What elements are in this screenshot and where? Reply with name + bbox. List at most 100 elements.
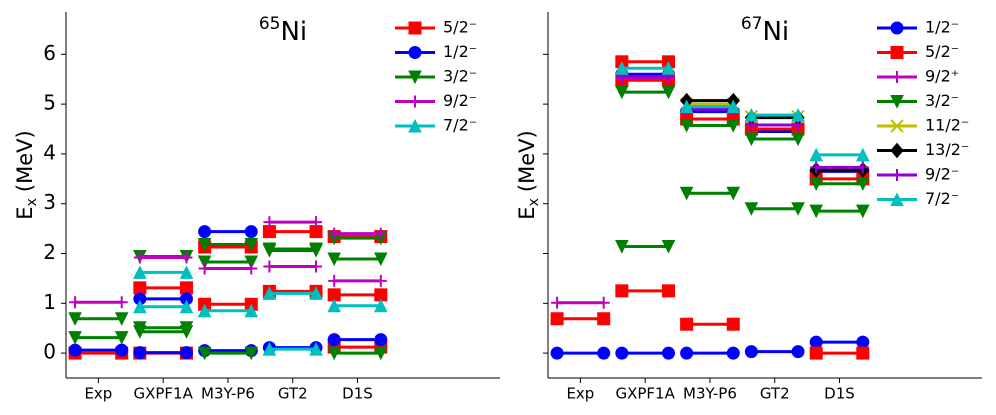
- marker: [68, 331, 82, 345]
- marker: [374, 274, 387, 287]
- level: [198, 262, 258, 275]
- marker: [856, 335, 870, 349]
- marker: [661, 61, 676, 75]
- marker: [310, 260, 323, 273]
- legend-label: 3/2⁻: [443, 67, 477, 86]
- marker: [133, 251, 146, 264]
- marker: [791, 107, 805, 122]
- marker: [198, 262, 211, 275]
- marker: [856, 346, 870, 360]
- marker: [680, 317, 694, 331]
- legend-label: 9/2⁻: [925, 165, 959, 184]
- level: [744, 132, 805, 147]
- marker: [245, 262, 258, 275]
- marker: [726, 119, 741, 133]
- marker: [179, 281, 193, 295]
- marker: [68, 312, 82, 326]
- level: [198, 225, 258, 239]
- y-label-unit: (MeV): [13, 130, 37, 192]
- marker: [408, 46, 422, 59]
- marker: [114, 312, 129, 326]
- marker: [615, 85, 629, 100]
- level: [262, 225, 323, 239]
- marker: [197, 303, 212, 318]
- marker: [791, 345, 805, 359]
- title-element: Ni: [762, 17, 789, 47]
- marker: [891, 169, 903, 181]
- legend-label: 5/2⁻: [925, 42, 959, 61]
- marker: [262, 342, 277, 356]
- marker: [179, 265, 194, 279]
- x-tick-label: Exp: [566, 385, 594, 403]
- y-tick-label: 5: [43, 91, 56, 115]
- marker: [809, 147, 823, 162]
- marker: [744, 345, 758, 359]
- marker: [890, 21, 904, 35]
- level: [809, 346, 870, 360]
- y-label-sub: x: [24, 198, 40, 206]
- marker: [679, 119, 694, 133]
- marker: [374, 252, 388, 267]
- x-tick-label: D1S: [824, 385, 855, 403]
- marker: [244, 225, 258, 239]
- y-tick-label: 3: [43, 190, 56, 214]
- level: [69, 296, 128, 309]
- level: [133, 251, 193, 264]
- marker: [680, 346, 694, 360]
- level: [68, 331, 129, 345]
- marker: [810, 161, 823, 174]
- level: [133, 265, 194, 279]
- level: [328, 274, 387, 287]
- marker: [551, 296, 564, 309]
- marker: [197, 238, 212, 252]
- marker: [890, 119, 904, 133]
- chart-title: 65Ni: [259, 14, 307, 47]
- level: [615, 55, 675, 69]
- marker: [890, 95, 904, 109]
- marker: [890, 142, 904, 159]
- level: [809, 147, 870, 162]
- marker: [726, 186, 741, 201]
- marker: [615, 61, 629, 75]
- marker: [890, 192, 904, 206]
- title-mass: 67: [741, 14, 763, 34]
- level: [133, 346, 193, 360]
- x-tick-label: D1S: [342, 385, 373, 403]
- level: [327, 298, 388, 313]
- marker: [679, 99, 694, 114]
- level: [615, 240, 676, 254]
- marker: [133, 346, 147, 360]
- marker: [856, 161, 869, 174]
- marker: [309, 286, 323, 300]
- level: [133, 321, 194, 335]
- marker: [374, 298, 388, 313]
- legend-label: 5/2⁻: [443, 18, 477, 37]
- y-label-main: E: [13, 206, 37, 219]
- y-axis-label: Ex (MeV): [13, 130, 40, 219]
- level: [615, 61, 676, 75]
- x-tick-label: GXPF1A: [133, 385, 193, 403]
- marker: [244, 255, 259, 270]
- level: [550, 312, 611, 326]
- marker: [791, 132, 805, 147]
- marker: [262, 286, 277, 300]
- marker: [597, 346, 611, 360]
- marker: [69, 296, 82, 309]
- level: [680, 346, 740, 360]
- y-label-main: E: [515, 206, 539, 219]
- legend-label: 3/2⁻: [925, 91, 959, 110]
- marker: [374, 227, 387, 240]
- level: [197, 255, 259, 270]
- marker: [309, 342, 323, 356]
- marker: [744, 132, 759, 147]
- level: [809, 335, 870, 349]
- x-tick-label: M3Y-P6: [683, 385, 737, 403]
- marker: [179, 346, 193, 360]
- marker: [661, 85, 676, 100]
- level: [327, 333, 388, 347]
- marker: [726, 346, 740, 360]
- marker: [809, 204, 823, 219]
- marker: [133, 265, 147, 279]
- marker: [809, 177, 823, 191]
